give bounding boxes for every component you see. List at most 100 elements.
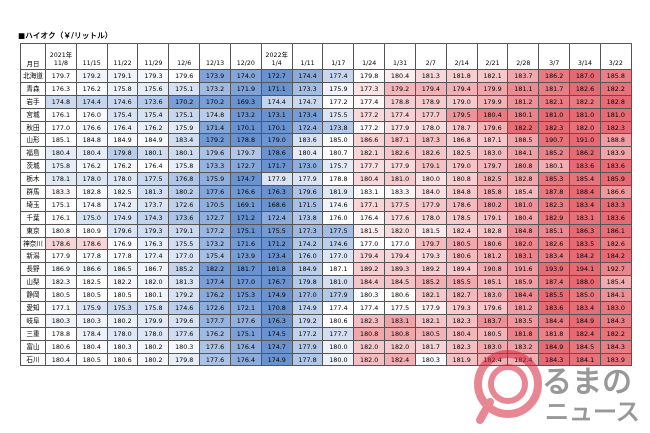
price-cell: 175.8 <box>137 301 170 315</box>
price-cell: 179.0 <box>445 159 478 174</box>
price-cell: 185.4 <box>507 185 540 199</box>
price-cell: 180.5 <box>414 326 447 341</box>
price-cell: 176.4 <box>229 352 262 367</box>
header-date-label: 11/8 <box>53 60 68 67</box>
price-cell: 176.6 <box>229 185 262 199</box>
price-cell: 182.5 <box>445 146 478 161</box>
prefecture-label: 東京 <box>20 223 46 238</box>
price-cell: 180.5 <box>45 288 77 303</box>
price-cell: 183.0 <box>599 301 632 315</box>
price-cell: 173.0 <box>291 159 324 174</box>
price-cell: 179.2 <box>168 288 201 303</box>
price-cell: 183.0 <box>476 339 509 354</box>
header-date: 2/21 <box>476 43 509 70</box>
price-cell: 182.6 <box>384 146 416 161</box>
prefecture-label: 福島 <box>20 146 46 161</box>
price-cell: 180.4 <box>353 172 386 187</box>
price-cell: 182.6 <box>599 236 632 251</box>
price-cell: 179.2 <box>199 133 231 148</box>
price-cell: 178.6 <box>45 236 77 251</box>
price-cell: 183.1 <box>384 313 416 328</box>
price-cell: 176.0 <box>75 107 108 122</box>
price-cell: 179.7 <box>229 146 262 161</box>
price-cell: 178.5 <box>445 210 478 225</box>
price-cell: 177.1 <box>45 301 77 315</box>
price-cell: 171.6 <box>229 236 262 251</box>
price-cell: 176.3 <box>137 236 170 251</box>
price-cell: 179.6 <box>476 120 509 135</box>
price-cell: 180.9 <box>75 223 108 238</box>
header-date-label: 12/13 <box>205 60 225 67</box>
svg-text:るまの: るまの <box>542 365 632 400</box>
price-cell: 189.4 <box>445 262 478 277</box>
header-date: 2022年 1/4 <box>260 43 293 70</box>
header-date: 12/20 <box>229 43 262 70</box>
svg-text:ニュース: ニュース <box>545 398 640 426</box>
price-cell: 180.6 <box>445 249 478 264</box>
price-cell: 182.2 <box>199 262 231 277</box>
price-cell: 173.9 <box>199 69 231 83</box>
price-cell: 181.0 <box>322 275 355 290</box>
header-year: 2021年 <box>49 52 73 59</box>
price-cell: 183.2 <box>507 339 540 354</box>
header-date-label: 3/14 <box>577 60 593 67</box>
price-cell: 185.4 <box>599 275 632 290</box>
price-cell: 182.5 <box>75 275 108 290</box>
price-cell: 181.0 <box>599 107 632 122</box>
price-cell: 177.6 <box>384 210 416 225</box>
price-cell: 179.0 <box>445 94 478 109</box>
price-cell: 181.5 <box>353 223 386 238</box>
price-cell: 179.8 <box>106 146 139 161</box>
price-cell: 174.9 <box>260 288 293 303</box>
price-cell: 182.1 <box>538 94 571 109</box>
price-cell: 174.2 <box>106 197 139 212</box>
price-cell: 177.5 <box>322 223 355 238</box>
price-cell: 177.8 <box>291 352 324 367</box>
prefecture-label: 石川 <box>20 352 46 367</box>
prefecture-label: 宮城 <box>20 107 46 122</box>
price-cell: 176.4 <box>353 210 386 225</box>
price-cell: 177.9 <box>45 249 77 264</box>
price-cell: 179.8 <box>353 69 386 83</box>
price-cell: 173.2 <box>199 236 231 251</box>
price-cell: 176.0 <box>291 249 324 264</box>
price-cell: 182.2 <box>569 94 601 109</box>
price-cell: 180.4 <box>476 107 509 122</box>
price-cell: 180.8 <box>384 326 416 341</box>
header-date-label: 1/31 <box>392 60 408 67</box>
price-cell: 171.4 <box>199 120 231 135</box>
prefecture-label: 群馬 <box>20 185 46 199</box>
prefecture-label: 岩手 <box>20 94 46 109</box>
header-date: 1/31 <box>384 43 416 70</box>
price-cell: 175.0 <box>75 210 108 225</box>
price-cell: 194.1 <box>569 262 601 277</box>
price-cell: 185.9 <box>507 275 540 290</box>
price-cell: 187.1 <box>384 133 416 148</box>
price-cell: 179.6 <box>476 301 509 315</box>
table-row: 愛知 177.1 175.9 175.3 175.8 174.6 172.6 172.1 170… <box>20 301 632 315</box>
price-cell: 182.4 <box>445 223 478 238</box>
price-cell: 176.9 <box>106 236 139 251</box>
price-cell: 177.6 <box>168 326 201 341</box>
prefecture-label: 愛知 <box>20 301 46 315</box>
table-row: 富山 180.6 180.4 180.3 180.2 180.3 177.6 176.4 174… <box>20 339 632 354</box>
table-row: 宮城 176.1 176.0 175.4 175.4 175.1 174.8 173.2 173… <box>20 107 632 122</box>
price-cell: 181.0 <box>507 197 540 212</box>
price-cell: 177.0 <box>384 236 416 251</box>
price-cell: 179.7 <box>414 236 447 251</box>
price-cell: 180.1 <box>137 146 170 161</box>
price-cell: 177.6 <box>229 313 262 328</box>
price-cell: 175.5 <box>322 107 355 122</box>
header-date: 2/28 <box>507 43 540 70</box>
price-cell: 180.2 <box>137 339 170 354</box>
price-cell: 182.1 <box>414 288 447 303</box>
price-cell: 183.4 <box>168 133 201 148</box>
price-cell: 172.6 <box>199 301 231 315</box>
prefecture-label: 茨城 <box>20 159 46 174</box>
price-cell: 174.6 <box>106 94 139 109</box>
price-cell: 183.0 <box>476 146 509 161</box>
price-cell: 180.0 <box>322 352 355 367</box>
header-date: 2021年 11/8 <box>45 43 77 70</box>
price-cell: 175.5 <box>260 223 293 238</box>
price-cell: 180.2 <box>476 197 509 212</box>
